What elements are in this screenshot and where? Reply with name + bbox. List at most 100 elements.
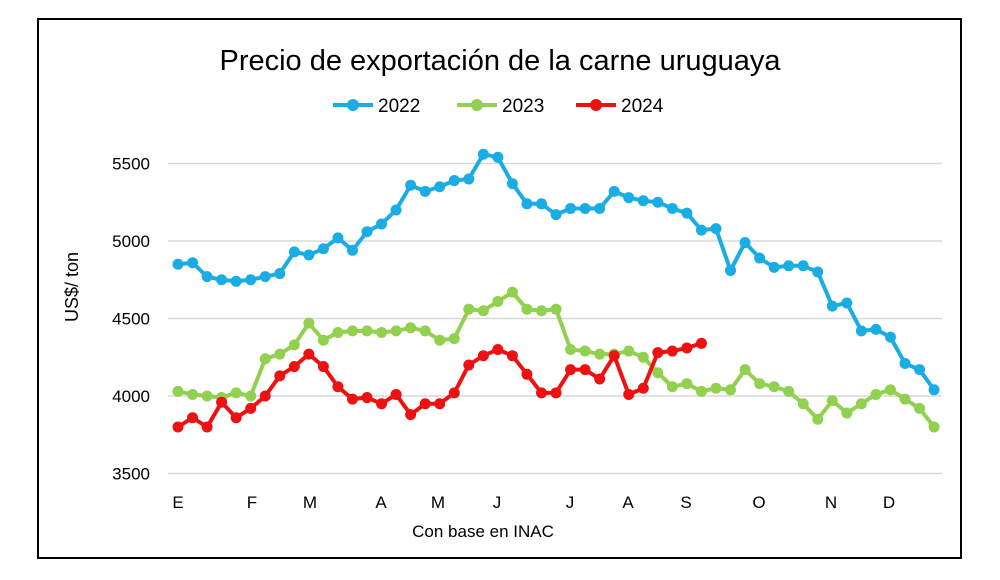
data-point [230,275,242,287]
data-point [637,382,649,394]
data-point [841,297,853,309]
x-tick-label: A [375,493,387,512]
data-point [216,396,228,408]
data-point [899,357,911,369]
data-point [855,325,867,337]
data-point [303,249,315,261]
data-point [303,348,315,360]
data-point [492,344,504,355]
data-point [826,395,838,407]
data-point [681,378,693,390]
data-point [230,387,242,399]
data-point [317,243,329,255]
data-point [230,412,242,424]
chart-frame [37,18,962,559]
data-point [739,364,751,376]
legend-item-2024: 2024 [576,96,664,117]
data-point [608,185,620,197]
y-tick-label: 4000 [112,387,150,406]
data-point [899,393,911,405]
data-point [434,334,446,346]
series-2022 [172,148,940,396]
data-point [390,204,402,216]
data-point [419,398,431,410]
data-point [594,373,606,385]
data-point [201,421,213,433]
data-point [695,385,707,397]
y-tick-label: 4500 [112,310,150,329]
data-point [317,361,329,373]
data-point [797,260,809,272]
data-point [172,258,184,270]
data-point [405,409,417,421]
data-point [928,421,940,433]
data-point [376,326,388,338]
data-point [739,237,751,249]
data-point [754,252,766,264]
data-point [274,268,286,280]
data-point [565,364,577,376]
data-point [536,305,547,317]
data-point [536,198,547,210]
data-point [172,421,184,433]
data-point [259,271,271,283]
chart-title: Precio de exportación de la carne urugua… [219,45,781,77]
data-point [725,264,737,276]
data-point [870,388,882,400]
data-point [288,361,300,373]
data-point [434,398,446,410]
data-point [187,257,199,269]
data-point [303,317,315,329]
data-point [216,274,228,286]
data-point [870,323,882,335]
data-point [681,342,693,354]
x-tick-label: A [622,493,634,512]
data-point [695,224,707,236]
legend-item-2023: 2023 [457,96,544,117]
data-point [361,325,373,337]
data-point [274,370,286,382]
data-point [477,148,489,160]
data-point [346,393,358,405]
data-point [783,260,795,272]
y-tick-label: 3500 [112,465,150,484]
x-tick-label: S [680,493,691,512]
data-point [376,398,388,410]
data-point [855,398,867,410]
y-axis-ticks: 3500 4000 4500 5000 5500 [112,155,150,484]
x-tick-label: O [752,493,765,512]
legend-label: 2023 [502,96,544,117]
data-point [448,175,460,187]
data-point [506,286,518,298]
data-point [550,209,562,221]
series-2023 [172,286,940,433]
x-tick-label: D [883,493,895,512]
data-point [884,384,896,396]
data-point [492,295,504,307]
data-point [259,390,271,402]
data-point [521,198,533,210]
data-point [579,364,591,376]
data-point [623,388,635,400]
data-point [623,345,635,357]
data-point [637,351,649,363]
legend-label: 2022 [378,96,420,117]
x-tick-label: J [493,493,502,512]
data-point [812,266,824,278]
data-point [376,218,388,230]
data-point [826,300,838,312]
data-point [623,192,635,204]
x-tick-label: M [303,493,317,512]
legend-marker [347,99,359,111]
data-point [914,364,926,376]
y-axis-label: US$/ ton [62,252,82,322]
data-point [652,367,664,379]
data-point [405,322,417,334]
data-point [695,337,707,349]
data-point [346,244,358,256]
legend-marker [590,99,602,111]
data-point [579,202,591,214]
data-point [463,359,475,371]
data-point [754,378,766,390]
